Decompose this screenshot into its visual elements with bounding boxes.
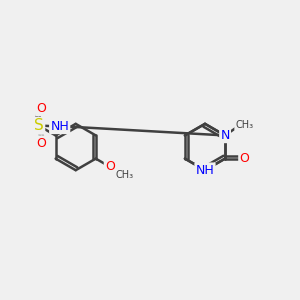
Text: O: O	[36, 102, 46, 115]
Text: CH₃: CH₃	[235, 120, 254, 130]
Text: O: O	[36, 136, 46, 149]
Text: O: O	[239, 152, 249, 165]
Text: S: S	[34, 118, 44, 133]
Text: CH₃: CH₃	[115, 170, 133, 180]
Text: N: N	[220, 129, 230, 142]
Text: NH: NH	[50, 120, 69, 133]
Text: NH: NH	[196, 164, 214, 177]
Text: O: O	[105, 160, 115, 173]
